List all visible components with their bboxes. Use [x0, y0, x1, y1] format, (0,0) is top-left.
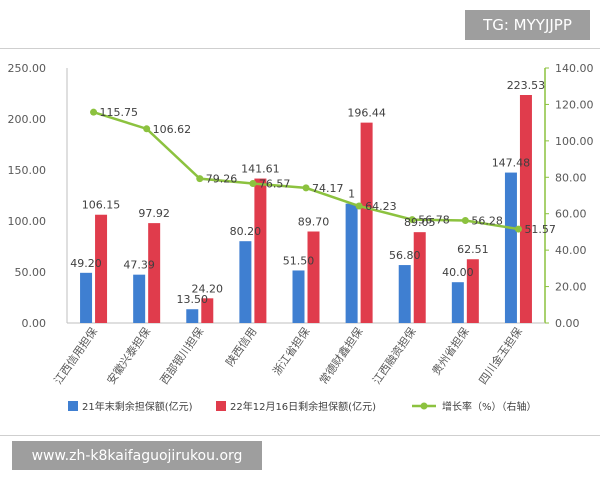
legend-label: 增长率（%）（右轴）	[442, 400, 537, 413]
growth-point	[408, 216, 416, 224]
bar	[133, 274, 146, 323]
bar-data-label: 223.53	[507, 79, 546, 92]
bar-data-label: 89.05	[404, 216, 436, 229]
y-right-tick-label: 140.00	[555, 62, 594, 75]
legend-marker	[420, 402, 428, 410]
growth-line	[90, 108, 522, 233]
watermark-bottom: www.zh-k8kaifaguojirukou.org	[12, 441, 262, 470]
y-right-tick-label: 100.00	[555, 135, 594, 148]
data-labels: 49.20 47.39 13.50 80.20 51.50 1 56.80 40.00 147.…	[70, 79, 556, 306]
y-left-tick-label: 50.00	[15, 266, 47, 279]
bar-data-label: 56.80	[389, 249, 421, 262]
growth-data-label: 56.28	[471, 214, 503, 227]
bar	[504, 172, 517, 323]
legend-swatch	[216, 401, 226, 411]
growth-point	[143, 125, 151, 133]
y-left-tick-label: 0.00	[22, 317, 47, 330]
bar	[466, 259, 479, 323]
y-right-tick-label: 20.00	[555, 281, 587, 294]
watermark-top: TG: MYYJJPP	[465, 10, 590, 40]
axes: 0.00 50.00 100.00 150.00 200.00 250.00 0.00 20.…	[8, 62, 594, 330]
bar	[201, 298, 214, 323]
bar	[148, 223, 161, 323]
y-left-tick-label: 150.00	[8, 164, 47, 177]
growth-point	[355, 202, 363, 210]
bar	[95, 214, 108, 323]
legend-label: 21年末剩余担保额(亿元)	[82, 400, 193, 413]
category-label: 江西信用担保	[51, 325, 100, 387]
category-label: 西部银川担保	[157, 325, 206, 387]
growth-point	[90, 108, 98, 116]
y-left-tick-label: 250.00	[8, 62, 47, 75]
category-label: 贵州省担保	[429, 325, 472, 378]
y-left-tick-label: 100.00	[8, 215, 47, 228]
legend: 21年末剩余担保额(亿元) 22年12月16日剩余担保额(亿元) 增长率（%）（右轴…	[68, 400, 537, 413]
growth-point	[196, 175, 204, 183]
bar	[398, 265, 411, 323]
bar	[451, 282, 464, 323]
growth-point	[302, 184, 310, 192]
growth-point	[249, 180, 257, 188]
bar-data-label: 40.00	[442, 266, 474, 279]
growth-data-label: 64.23	[365, 200, 397, 213]
bar	[360, 122, 373, 324]
growth-data-label: 76.57	[259, 178, 291, 191]
bar	[239, 241, 252, 323]
bar-data-label: 147.48	[492, 157, 531, 170]
category-label: 陕西信用	[223, 325, 260, 369]
bar-data-label: 51.50	[283, 254, 315, 267]
bars	[80, 94, 532, 324]
bar	[80, 272, 93, 323]
category-label: 浙江省担保	[269, 325, 312, 378]
growth-point	[514, 225, 522, 233]
bar-data-label: 62.51	[457, 243, 489, 256]
bar-data-label: 80.20	[230, 225, 262, 238]
y-right-tick-label: 40.00	[555, 244, 587, 257]
category-label: 四川金玉担保	[476, 325, 525, 387]
y-right-tick-label: 0.00	[555, 317, 580, 330]
bar-data-label: 106.15	[82, 199, 121, 212]
growth-data-label: 115.75	[100, 106, 139, 119]
y-right-tick-label: 60.00	[555, 208, 587, 221]
bar-data-label: 196.44	[347, 107, 386, 120]
bar-data-label: 13.50	[177, 293, 209, 306]
y-left-tick-label: 200.00	[8, 113, 47, 126]
y-right-tick-label: 120.00	[555, 98, 594, 111]
bar-data-label: 49.20	[70, 257, 102, 270]
bar-data-label: 47.39	[123, 259, 155, 272]
legend-label: 22年12月16日剩余担保额(亿元)	[230, 400, 376, 413]
bar	[307, 231, 320, 323]
bar-data-label: 97.92	[138, 207, 170, 220]
bar-data-label: 24.20	[192, 282, 224, 295]
category-label: 安徽兴泰担保	[104, 325, 153, 387]
bar	[413, 232, 426, 323]
chart-frame	[0, 48, 600, 436]
bar-data-label: 141.61	[241, 163, 280, 176]
growth-data-label: 51.57	[524, 223, 556, 236]
growth-point	[461, 216, 469, 224]
growth-data-label: 56.78	[418, 214, 450, 227]
bar-data-label: 89.70	[298, 216, 330, 229]
bar	[519, 94, 532, 324]
growth-data-label: 106.62	[153, 123, 192, 136]
bar	[345, 203, 358, 323]
bar	[292, 270, 305, 323]
growth-data-label: 79.26	[206, 173, 238, 186]
category-labels: 江西信用担保 安徽兴泰担保 西部银川担保 陕西信用 浙江省担保 常德财鑫担保 江西融资担保贵…	[51, 325, 525, 387]
growth-data-label: 74.17	[312, 182, 344, 195]
legend-swatch	[68, 401, 78, 411]
category-label: 常德财鑫担保	[316, 325, 365, 387]
bar	[186, 309, 199, 323]
y-right-tick-label: 80.00	[555, 171, 587, 184]
bar	[254, 178, 267, 323]
category-label: 江西融资担保	[369, 325, 418, 387]
bar-data-label: 1	[348, 188, 355, 201]
